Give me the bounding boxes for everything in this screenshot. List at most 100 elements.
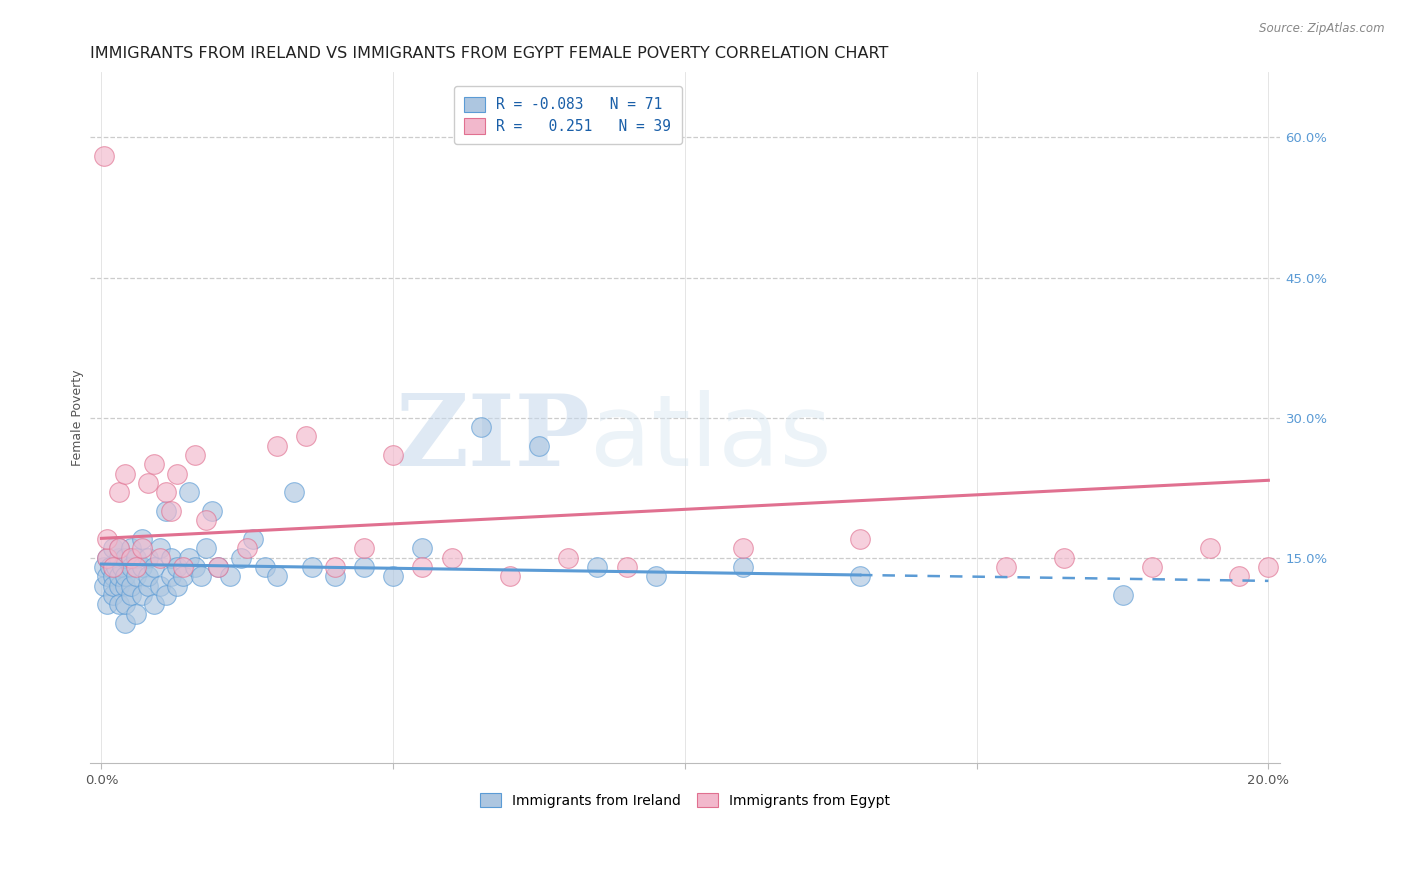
- Point: [120, 579, 142, 593]
- Point: [733, 541, 755, 556]
- Point: [353, 560, 375, 574]
- Point: [849, 532, 872, 546]
- Point: [108, 541, 131, 556]
- Point: [411, 560, 433, 574]
- Point: [382, 448, 405, 462]
- Text: atlas: atlas: [589, 390, 831, 487]
- Point: [586, 560, 609, 574]
- Point: [101, 588, 124, 602]
- Point: [136, 569, 159, 583]
- Point: [149, 541, 172, 556]
- Point: [184, 560, 207, 574]
- Point: [218, 569, 240, 583]
- Point: [101, 579, 124, 593]
- Point: [499, 569, 522, 583]
- Point: [108, 550, 131, 565]
- Point: [1199, 541, 1222, 556]
- Y-axis label: Female Poverty: Female Poverty: [72, 369, 84, 466]
- Text: IMMIGRANTS FROM IRELAND VS IMMIGRANTS FROM EGYPT FEMALE POVERTY CORRELATION CHAR: IMMIGRANTS FROM IRELAND VS IMMIGRANTS FR…: [90, 46, 889, 62]
- Point: [125, 607, 148, 621]
- Point: [101, 560, 124, 574]
- Point: [93, 560, 115, 574]
- Point: [114, 467, 136, 481]
- Point: [440, 550, 463, 565]
- Point: [527, 439, 550, 453]
- Point: [470, 420, 492, 434]
- Point: [382, 569, 405, 583]
- Point: [207, 560, 229, 574]
- Point: [108, 541, 131, 556]
- Point: [125, 550, 148, 565]
- Point: [195, 541, 218, 556]
- Text: ZIP: ZIP: [395, 390, 589, 487]
- Point: [96, 550, 118, 565]
- Point: [236, 541, 259, 556]
- Point: [166, 467, 188, 481]
- Point: [190, 569, 212, 583]
- Point: [283, 485, 305, 500]
- Point: [201, 504, 224, 518]
- Point: [231, 550, 253, 565]
- Legend: Immigrants from Ireland, Immigrants from Egypt: Immigrants from Ireland, Immigrants from…: [472, 786, 897, 815]
- Point: [96, 550, 118, 565]
- Point: [136, 475, 159, 490]
- Point: [733, 560, 755, 574]
- Point: [120, 541, 142, 556]
- Point: [1227, 569, 1250, 583]
- Point: [177, 550, 200, 565]
- Text: Source: ZipAtlas.com: Source: ZipAtlas.com: [1260, 22, 1385, 36]
- Point: [131, 541, 153, 556]
- Point: [131, 560, 153, 574]
- Point: [266, 439, 288, 453]
- Point: [108, 569, 131, 583]
- Point: [96, 569, 118, 583]
- Point: [849, 569, 872, 583]
- Point: [207, 560, 229, 574]
- Point: [93, 579, 115, 593]
- Point: [253, 560, 276, 574]
- Point: [242, 532, 264, 546]
- Point: [114, 550, 136, 565]
- Point: [166, 560, 188, 574]
- Point: [266, 569, 288, 583]
- Point: [98, 560, 121, 574]
- Point: [1111, 588, 1133, 602]
- Point: [160, 550, 183, 565]
- Point: [93, 149, 115, 163]
- Point: [149, 579, 172, 593]
- Point: [155, 588, 177, 602]
- Point: [353, 541, 375, 556]
- Point: [411, 541, 433, 556]
- Point: [120, 588, 142, 602]
- Point: [166, 579, 188, 593]
- Point: [1257, 560, 1279, 574]
- Point: [136, 579, 159, 593]
- Point: [143, 598, 166, 612]
- Point: [111, 560, 134, 574]
- Point: [131, 532, 153, 546]
- Point: [143, 458, 166, 472]
- Point: [136, 550, 159, 565]
- Point: [131, 588, 153, 602]
- Point: [96, 598, 118, 612]
- Point: [323, 569, 346, 583]
- Point: [644, 569, 666, 583]
- Point: [1053, 550, 1076, 565]
- Point: [120, 560, 142, 574]
- Point: [172, 569, 194, 583]
- Point: [301, 560, 323, 574]
- Point: [101, 541, 124, 556]
- Point: [125, 569, 148, 583]
- Point: [125, 560, 148, 574]
- Point: [557, 550, 579, 565]
- Point: [108, 598, 131, 612]
- Point: [96, 532, 118, 546]
- Point: [155, 504, 177, 518]
- Point: [114, 569, 136, 583]
- Point: [195, 513, 218, 527]
- Point: [177, 485, 200, 500]
- Point: [120, 550, 142, 565]
- Point: [149, 550, 172, 565]
- Point: [114, 615, 136, 630]
- Point: [155, 485, 177, 500]
